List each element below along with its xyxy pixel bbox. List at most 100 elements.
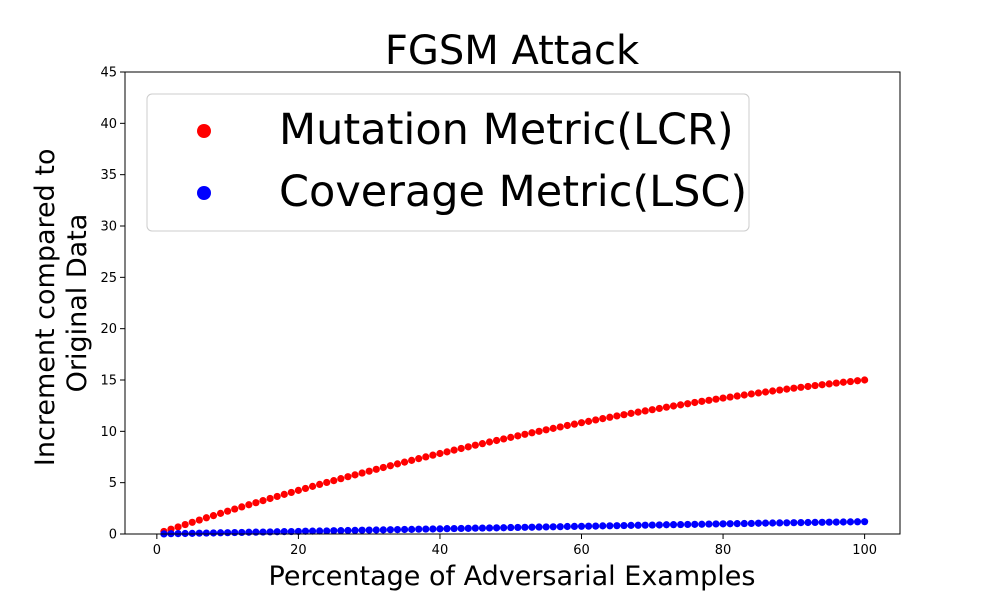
- legend-marker-lcr: [197, 124, 211, 138]
- data-point-series-0: [776, 386, 784, 394]
- data-point-series-1: [535, 523, 543, 531]
- y-axis-label-line-2: Original Data: [62, 214, 93, 393]
- data-point-series-0: [606, 413, 614, 421]
- y-tick-label: 35: [100, 168, 117, 183]
- data-point-series-1: [528, 523, 536, 531]
- data-point-series-0: [811, 381, 819, 390]
- data-point-series-1: [641, 521, 649, 529]
- y-tick-label: 10: [100, 425, 117, 440]
- data-point-series-0: [415, 455, 423, 463]
- data-point-series-0: [719, 394, 727, 402]
- data-point-series-1: [790, 519, 798, 527]
- data-point-series-1: [443, 525, 451, 533]
- data-point-series-0: [301, 484, 310, 493]
- data-point-series-1: [500, 524, 508, 532]
- data-point-series-0: [832, 379, 840, 387]
- data-point-series-1: [627, 521, 635, 529]
- data-point-series-0: [358, 469, 366, 477]
- y-tick-label: 30: [100, 220, 117, 235]
- data-point-series-1: [740, 519, 748, 528]
- data-point-series-1: [592, 522, 600, 530]
- data-point-series-0: [669, 402, 678, 410]
- data-point-series-1: [599, 522, 607, 530]
- data-point-series-1: [422, 525, 430, 533]
- data-point-series-0: [344, 473, 352, 481]
- data-point-series-0: [209, 512, 218, 520]
- data-point-series-1: [415, 525, 423, 533]
- data-point-series-1: [280, 528, 288, 536]
- data-point-series-1: [861, 518, 869, 526]
- data-point-series-1: [294, 527, 302, 536]
- data-point-series-0: [507, 433, 515, 441]
- data-point-series-1: [776, 519, 784, 527]
- data-point-series-0: [365, 467, 373, 475]
- data-point-series-0: [492, 436, 501, 445]
- data-point-series-1: [379, 526, 387, 534]
- data-point-series-1: [330, 527, 338, 535]
- data-point-series-1: [464, 524, 472, 532]
- data-point-series-0: [825, 380, 833, 388]
- data-point-series-0: [478, 440, 487, 448]
- x-axis-label: Percentage of Adversarial Examples: [269, 561, 756, 592]
- x-axis-ticks: 0 20 40 60 80 100: [153, 534, 877, 558]
- data-point-series-0: [691, 398, 699, 407]
- data-point-series-0: [783, 385, 791, 393]
- data-point-series-1: [570, 522, 579, 531]
- data-point-series-1: [684, 520, 692, 529]
- data-point-series-1: [705, 520, 713, 528]
- data-point-series-0: [245, 501, 253, 509]
- series-0: [160, 376, 869, 536]
- data-point-series-1: [521, 523, 529, 531]
- data-point-series-0: [818, 381, 826, 389]
- data-point-series-1: [620, 521, 628, 530]
- plot-area-frame: [124, 71, 901, 535]
- data-point-series-0: [252, 499, 260, 507]
- data-point-series-1: [231, 528, 239, 537]
- data-point-series-0: [556, 423, 564, 431]
- data-point-series-0: [521, 430, 529, 438]
- data-point-series-0: [684, 400, 692, 408]
- data-point-series-1: [216, 529, 225, 537]
- data-point-series-1: [245, 528, 253, 536]
- data-point-series-0: [195, 516, 203, 524]
- y-tick-label: 0: [109, 528, 117, 543]
- y-tick-label: 40: [100, 117, 117, 132]
- data-point-series-0: [769, 387, 777, 395]
- data-point-series-1: [556, 523, 564, 531]
- data-point-series-0: [726, 393, 734, 401]
- data-point-series-0: [379, 463, 387, 472]
- data-point-series-0: [450, 446, 458, 454]
- x-tick-label: 40: [432, 543, 449, 558]
- data-point-series-0: [266, 494, 274, 503]
- data-point-series-1: [761, 519, 770, 527]
- data-point-series-1: [669, 521, 678, 529]
- data-point-series-1: [584, 522, 593, 530]
- data-point-series-0: [846, 377, 855, 386]
- data-point-series-1: [365, 526, 373, 534]
- data-point-series-0: [563, 421, 571, 430]
- data-point-series-0: [259, 497, 267, 505]
- data-point-series-0: [542, 426, 550, 434]
- y-axis-ticks: 0 5 10 15 20 25 30 35 40 45: [100, 66, 125, 543]
- data-point-series-0: [740, 391, 748, 399]
- data-point-series-0: [712, 395, 720, 403]
- data-point-series-1: [429, 525, 437, 533]
- data-point-series-1: [839, 518, 847, 526]
- data-point-series-0: [584, 417, 593, 425]
- data-point-series-0: [224, 507, 232, 515]
- data-point-series-0: [457, 444, 465, 453]
- data-point-series-0: [372, 465, 380, 473]
- data-point-series-1: [648, 521, 656, 529]
- chart-title: FGSM Attack: [385, 28, 640, 74]
- data-point-series-1: [676, 520, 685, 529]
- data-point-series-1: [471, 524, 479, 532]
- legend-label-lcr: Mutation Metric(LCR): [279, 105, 734, 155]
- data-point-series-0: [464, 443, 472, 451]
- data-point-series-1: [308, 527, 317, 535]
- data-point-series-0: [443, 448, 451, 456]
- data-point-series-1: [195, 529, 203, 537]
- data-point-series-1: [514, 523, 522, 532]
- data-point-series-0: [861, 376, 869, 384]
- data-point-series-0: [471, 441, 479, 449]
